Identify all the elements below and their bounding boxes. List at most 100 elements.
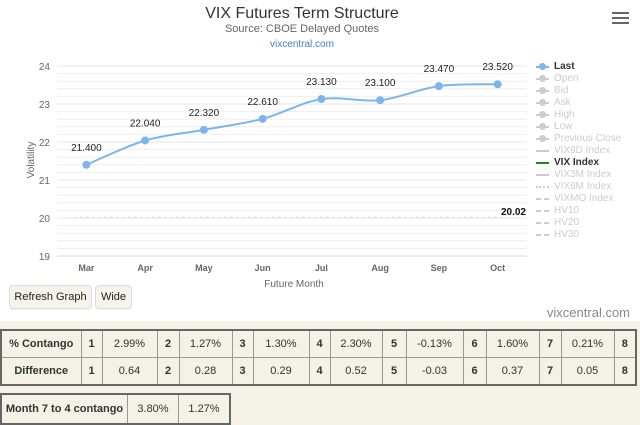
legend-symbol-icon [536, 87, 549, 94]
credit-link[interactable]: vixcentral.com [546, 305, 630, 320]
svg-text:23.470: 23.470 [424, 64, 455, 75]
table-row: % Contango 1 2.99% 2 1.27% 3 1.30% 4 2.30% 5 -0.13… [0, 329, 637, 358]
svg-text:Oct: Oct [490, 263, 505, 273]
month-contango-value-2: 1.27% [178, 393, 231, 425]
legend-symbol-icon [536, 150, 549, 152]
legend-label: HV30 [554, 229, 580, 240]
legend-symbol-icon [536, 174, 549, 176]
legend-item[interactable]: VIX6M Index [536, 181, 621, 193]
month-number: 5 [381, 357, 407, 386]
cell-value: -0.03 [405, 357, 464, 386]
legend-label: Ask [554, 97, 571, 108]
month-number: 3 [231, 357, 254, 386]
legend-symbol-icon [536, 162, 549, 164]
legend-item[interactable]: VIX3M Index [536, 169, 621, 181]
legend-symbol-icon [536, 123, 549, 130]
svg-text:Volatility: Volatility [26, 142, 37, 179]
legend-symbol-icon [536, 63, 549, 70]
cell-value: 0.37 [485, 357, 540, 386]
legend-item[interactable]: Open [536, 73, 621, 85]
legend-symbol-icon [536, 234, 549, 236]
legend-symbol-icon [536, 111, 549, 118]
svg-text:May: May [195, 263, 213, 273]
month-number: 1 [80, 329, 103, 358]
svg-text:22.320: 22.320 [189, 108, 220, 119]
svg-text:23.520: 23.520 [482, 62, 513, 73]
table-row: Difference 1 0.64 2 0.28 3 0.29 4 0.52 5 -0.03 6 0.3… [0, 357, 637, 386]
legend-symbol-icon [536, 135, 549, 142]
month-number: 8 [613, 357, 637, 386]
month-number: 6 [462, 329, 487, 358]
legend-symbol-icon [536, 75, 549, 82]
svg-text:Mar: Mar [78, 263, 95, 273]
legend-item[interactable]: VIXMO Index [536, 193, 621, 205]
legend-item[interactable]: Bid [536, 85, 621, 97]
month-number: 5 [381, 329, 407, 358]
month-number: 4 [308, 357, 331, 386]
cell-value: 1.30% [252, 329, 310, 358]
month-number: 7 [538, 357, 562, 386]
legend-label: HV20 [554, 217, 580, 228]
refresh-graph-button[interactable]: Refresh Graph [9, 285, 92, 309]
legend-symbol-icon [536, 198, 549, 200]
svg-text:23: 23 [39, 100, 51, 111]
row-label: Difference [0, 357, 82, 386]
chart-title: VIX Futures Term Structure [205, 5, 399, 22]
cell-value: 0.28 [178, 357, 233, 386]
legend-label: VIX3M Index [554, 169, 612, 180]
site-link[interactable]: vixcentral.com [270, 39, 334, 50]
cell-value: -0.13% [405, 329, 464, 358]
month-number: 7 [538, 329, 562, 358]
svg-text:19: 19 [39, 252, 51, 263]
table-row: Month 7 to 4 contango 3.80% 1.27% [0, 393, 231, 425]
cell-value: 0.21% [560, 329, 615, 358]
legend-item[interactable]: High [536, 109, 621, 121]
svg-text:22: 22 [39, 138, 51, 149]
legend-item[interactable]: Last [536, 61, 621, 73]
hamburger-menu-icon[interactable] [612, 12, 629, 26]
month-number: 8 [613, 329, 637, 358]
svg-text:Future Month: Future Month [264, 279, 323, 290]
legend-item[interactable]: Previous Close [536, 133, 621, 145]
legend-symbol-icon [536, 99, 549, 106]
legend-label: Open [554, 73, 579, 84]
legend-item[interactable]: Low [536, 121, 621, 133]
cell-value: 0.64 [101, 357, 158, 386]
svg-text:20.02: 20.02 [501, 207, 526, 218]
contango-table: % Contango 1 2.99% 2 1.27% 3 1.30% 4 2.30% 5 -0.13… [0, 329, 637, 386]
month-number: 2 [156, 357, 180, 386]
legend-item[interactable]: HV10 [536, 205, 621, 217]
line-chart: 19 20 21 22 23 24 Mar Apr May Jun Jul Aug Sep Oct Futu… [26, 62, 527, 290]
legend-item[interactable]: HV20 [536, 217, 621, 229]
legend-label: High [554, 109, 575, 120]
month-number: 1 [80, 357, 103, 386]
month-number: 6 [462, 357, 487, 386]
cell-value: 2.30% [329, 329, 383, 358]
legend-label: VIX9D Index [554, 145, 611, 156]
legend-label: Low [554, 121, 573, 132]
legend-item[interactable]: Ask [536, 97, 621, 109]
legend-item[interactable]: VIX9D Index [536, 145, 621, 157]
svg-text:20: 20 [39, 214, 51, 225]
month-number: 2 [156, 329, 180, 358]
svg-text:23.100: 23.100 [365, 78, 396, 89]
svg-text:21: 21 [39, 176, 51, 187]
cell-value: 1.60% [485, 329, 540, 358]
svg-text:Jul: Jul [315, 263, 328, 273]
svg-text:23.130: 23.130 [306, 77, 337, 88]
month-contango-value-1: 3.80% [127, 393, 179, 425]
legend-label: Last [554, 61, 575, 72]
chart-panel: VIX Futures Term Structure Source: CBOE … [0, 0, 640, 321]
cell-value: 0.05 [560, 357, 615, 386]
svg-text:22.610: 22.610 [247, 97, 278, 108]
month-number: 3 [231, 329, 254, 358]
month-contango-table: Month 7 to 4 contango 3.80% 1.27% [0, 393, 231, 425]
legend-label: HV10 [554, 205, 580, 216]
legend-item[interactable]: VIX Index [536, 157, 621, 169]
chart-subtitle: Source: CBOE Delayed Quotes [224, 23, 380, 35]
legend-symbol-icon [536, 210, 549, 212]
legend-item[interactable]: HV30 [536, 229, 621, 241]
legend-symbol-icon [536, 186, 549, 188]
wide-button[interactable]: Wide [95, 285, 132, 309]
svg-text:Sep: Sep [431, 263, 448, 273]
